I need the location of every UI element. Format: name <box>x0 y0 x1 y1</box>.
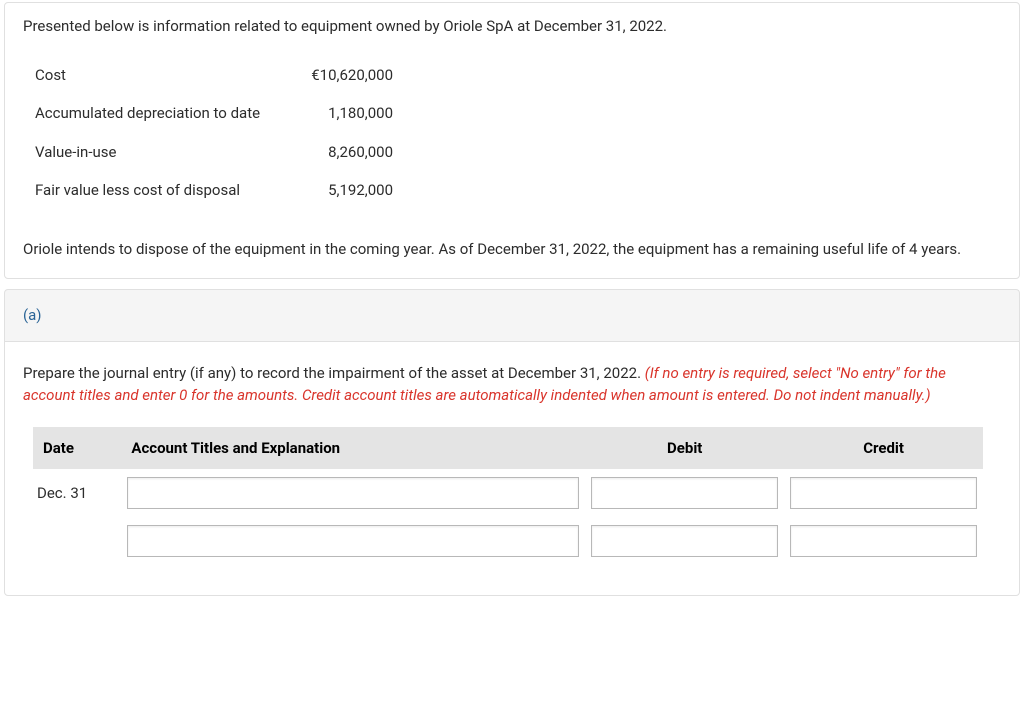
debit-input[interactable] <box>591 525 778 557</box>
account-title-input[interactable] <box>127 525 579 557</box>
col-credit: Credit <box>784 427 983 470</box>
problem-intro: Presented below is information related t… <box>23 15 1001 38</box>
journal-row: Dec. 31 <box>33 469 983 517</box>
equipment-info-table: Cost €10,620,000 Accumulated depreciatio… <box>29 56 399 210</box>
info-label: Value-in-use <box>29 133 289 172</box>
table-row: Accumulated depreciation to date 1,180,0… <box>29 94 399 133</box>
table-row: Cost €10,620,000 <box>29 56 399 95</box>
journal-entry-table: Date Account Titles and Explanation Debi… <box>33 427 983 566</box>
account-title-input[interactable] <box>127 477 579 509</box>
debit-input[interactable] <box>591 477 778 509</box>
info-value: 1,180,000 <box>289 94 399 133</box>
col-date: Date <box>33 427 121 470</box>
part-card: Prepare the journal entry (if any) to re… <box>4 341 1020 597</box>
journal-row <box>33 517 983 565</box>
problem-note: Oriole intends to dispose of the equipme… <box>23 238 1001 261</box>
col-debit: Debit <box>585 427 784 470</box>
info-value: 5,192,000 <box>289 171 399 210</box>
part-id: (a) <box>23 306 42 324</box>
info-label: Accumulated depreciation to date <box>29 94 289 133</box>
instruction-text: Prepare the journal entry (if any) to re… <box>23 364 645 382</box>
info-label: Fair value less cost of disposal <box>29 171 289 210</box>
info-label: Cost <box>29 56 289 95</box>
entry-date: Dec. 31 <box>33 469 121 517</box>
info-value: €10,620,000 <box>289 56 399 95</box>
table-row: Fair value less cost of disposal 5,192,0… <box>29 171 399 210</box>
problem-card: Presented below is information related t… <box>4 2 1020 279</box>
col-account: Account Titles and Explanation <box>121 427 585 470</box>
table-row: Value-in-use 8,260,000 <box>29 133 399 172</box>
credit-input[interactable] <box>790 477 977 509</box>
part-instruction: Prepare the journal entry (if any) to re… <box>23 362 1001 407</box>
part-header: (a) <box>4 289 1020 341</box>
credit-input[interactable] <box>790 525 977 557</box>
entry-date <box>33 517 121 565</box>
info-value: 8,260,000 <box>289 133 399 172</box>
